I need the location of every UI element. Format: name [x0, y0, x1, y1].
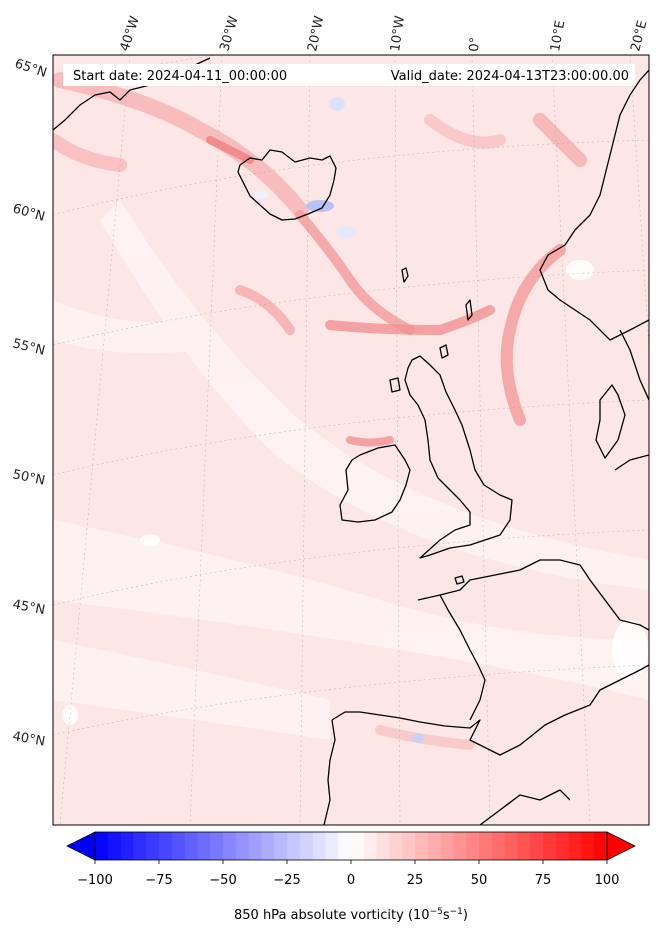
colorbar-segment: [261, 832, 275, 860]
colorbar-tick-label: 50: [471, 873, 488, 888]
colorbar-segment: [479, 832, 493, 860]
colorbar-segment: [146, 832, 160, 860]
lat-tick-60n: 60°N: [11, 201, 47, 224]
lon-tick-20w: 20°W: [305, 14, 327, 52]
iberia-south-coast: [479, 789, 571, 825]
scotland-england-coast: [404, 355, 513, 559]
lon-tick-10w: 10°W: [388, 15, 408, 53]
colorbar-segment: [568, 832, 582, 860]
colorbar-segment: [376, 832, 390, 860]
denmark-coast: [595, 384, 626, 459]
lat-tick-40n: 40°N: [11, 729, 46, 749]
colorbar-segment: [159, 832, 173, 860]
sweden-coast: [619, 329, 649, 401]
france-coast: [417, 559, 649, 631]
colorbar-segment: [415, 832, 429, 860]
colorbar-tick-label: −100: [77, 873, 113, 888]
ireland-coast: [339, 444, 411, 523]
longitude-tick-labels: 40°W 30°W 20°W 10°W 0° 10°E 20°E: [118, 14, 651, 53]
colorbar-tick-label: 0: [347, 873, 355, 888]
map-frame: [52, 54, 650, 826]
lon-tick-10e: 10°E: [548, 19, 568, 52]
colorbar-segment: [440, 832, 454, 860]
colorbar-segment: [299, 832, 314, 860]
colorbar-segment: [223, 832, 237, 860]
colorbar-segment: [427, 832, 442, 860]
colorbar-tick-label: 75: [535, 873, 552, 888]
colorbar-segment: [274, 832, 288, 860]
colorbar-tick-label: −50: [209, 873, 236, 888]
colorbar-segment: [594, 832, 608, 860]
colorbar-segments: [95, 832, 608, 860]
faroe-coast: [401, 267, 409, 283]
colorbar-segment: [466, 832, 480, 860]
valid-date-annotation: Valid_date: 2024-04-13T23:00:00.00: [391, 69, 629, 84]
colorbar-label: 850 hPa absolute vorticity (10−5s−1): [234, 907, 468, 923]
colorbar: −100 −75 −50 −25 0 25 50 75 100 850 hPa absolute…: [66, 831, 636, 923]
colorbar-segment: [133, 832, 147, 860]
iberia-west-coast: [323, 719, 336, 825]
colorbar-segment: [581, 832, 595, 860]
latitude-tick-labels: 65°N 60°N 55°N 50°N 45°N 40°N: [11, 57, 49, 750]
colorbar-segment: [543, 832, 557, 860]
lat-tick-55n: 55°N: [11, 336, 46, 358]
colorbar-segment: [248, 832, 262, 860]
colorbar-segment: [95, 832, 109, 860]
graticule: [53, 55, 649, 825]
france-west-coast: [439, 594, 486, 721]
colorbar-segment: [325, 832, 339, 860]
lon-tick-0: 0°: [467, 36, 483, 52]
map-panel: [52, 54, 650, 826]
annotation-background: [63, 64, 635, 86]
colorbar-segment: [351, 832, 365, 860]
colorbar-segment: [197, 832, 211, 860]
colorbar-tick-label: −25: [273, 873, 300, 888]
vorticity-bands: [53, 200, 649, 740]
colorbar-segment: [210, 832, 224, 860]
colorbar-segment: [555, 832, 570, 860]
colorbar-segment: [235, 832, 250, 860]
lon-tick-20e: 20°E: [628, 19, 650, 53]
colorbar-segment: [402, 832, 416, 860]
colorbar-segment: [312, 832, 326, 860]
lon-tick-30w: 30°W: [217, 14, 241, 53]
colorbar-segment: [171, 832, 186, 860]
colorbar-extend-max: [606, 831, 636, 861]
colorbar-segment: [338, 832, 352, 860]
lat-tick-65n: 65°N: [13, 57, 49, 81]
lat-tick-50n: 50°N: [11, 467, 46, 488]
colorbar-segment: [504, 832, 518, 860]
colorbar-segment: [517, 832, 531, 860]
colorbar-segment: [184, 832, 198, 860]
scotland-islands: [389, 344, 449, 393]
colorbar-tick-label: −75: [145, 873, 172, 888]
iberia-coast: [331, 664, 649, 756]
colorbar-segment: [453, 832, 467, 860]
iceland-coast: [237, 149, 337, 221]
colorbar-segment: [287, 832, 301, 860]
colorbar-ticks: −100 −75 −50 −25 0 25 50 75 100: [77, 860, 619, 888]
colorbar-segment: [107, 832, 122, 860]
lat-tick-45n: 45°N: [11, 597, 46, 618]
colorbar-extend-min: [66, 831, 96, 861]
colorbar-tick-label: 100: [595, 873, 620, 888]
baltic-coast: [614, 454, 649, 471]
lon-tick-40w: 40°W: [118, 14, 143, 53]
colorbar-segment: [120, 832, 134, 860]
colorbar-segment: [491, 832, 506, 860]
near-zero-patches: [62, 260, 648, 725]
shetland-coast: [465, 299, 473, 321]
norway-coast: [539, 69, 649, 341]
colorbar-segment: [530, 832, 544, 860]
negative-vorticity-patches: [252, 97, 424, 743]
colorbar-segment: [389, 832, 403, 860]
start-date-annotation: Start date: 2024-04-11_00:00:00: [73, 69, 287, 84]
colorbar-tick-label: 25: [407, 873, 424, 888]
biscay-islands: [454, 575, 465, 585]
colorbar-segment: [363, 832, 378, 860]
